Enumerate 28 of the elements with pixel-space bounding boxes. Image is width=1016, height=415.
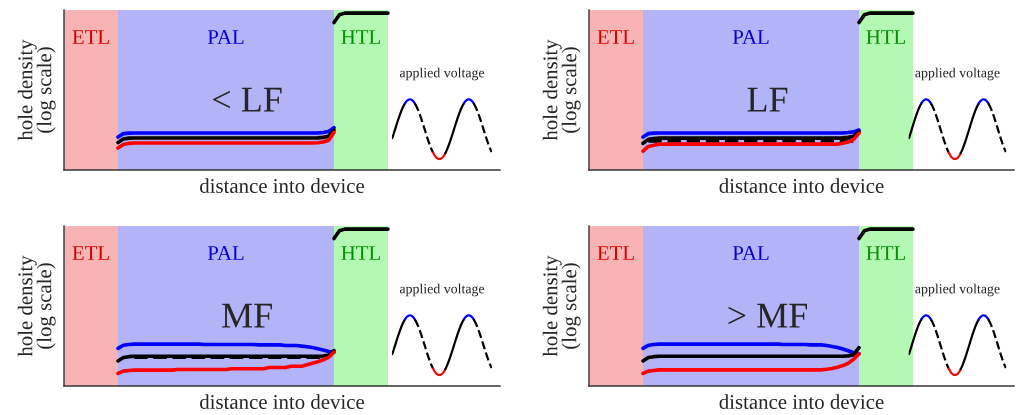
y-axis-title: hole density (log scale): [17, 255, 56, 357]
text: ETL: [597, 30, 634, 44]
x-axis-title: distance into device: [200, 394, 364, 409]
annotation: PAL: [207, 30, 244, 44]
annotation: PAL: [732, 246, 769, 260]
x-axis-title: distance into device: [719, 394, 884, 409]
annotation: HTL: [341, 30, 380, 44]
y-axis-title: hole density (log scale): [542, 39, 581, 141]
annotation: applied voltage: [915, 67, 1000, 81]
annotation: PAL: [207, 246, 244, 260]
x-axis-title: distance into device: [200, 178, 364, 193]
annotation: HTL: [866, 246, 905, 260]
annotation: < LF: [213, 87, 282, 112]
text: applied voltage: [399, 283, 485, 297]
annotation: LF: [747, 87, 788, 112]
text: ETL: [72, 246, 109, 260]
annotation: MF: [222, 303, 272, 328]
text: applied voltage: [399, 67, 485, 81]
annotation: PAL: [732, 30, 769, 44]
text: ETL: [597, 246, 634, 260]
text: ETL: [72, 30, 109, 44]
annotation: HTL: [866, 30, 905, 44]
y-axis-title: hole density (log scale): [17, 39, 56, 141]
annotation: HTL: [341, 246, 380, 260]
x-axis-title: distance into device: [719, 178, 884, 193]
y-axis-title: hole density (log scale): [542, 255, 581, 357]
annotation: applied voltage: [915, 283, 1000, 297]
annotation: > MF: [728, 303, 807, 328]
